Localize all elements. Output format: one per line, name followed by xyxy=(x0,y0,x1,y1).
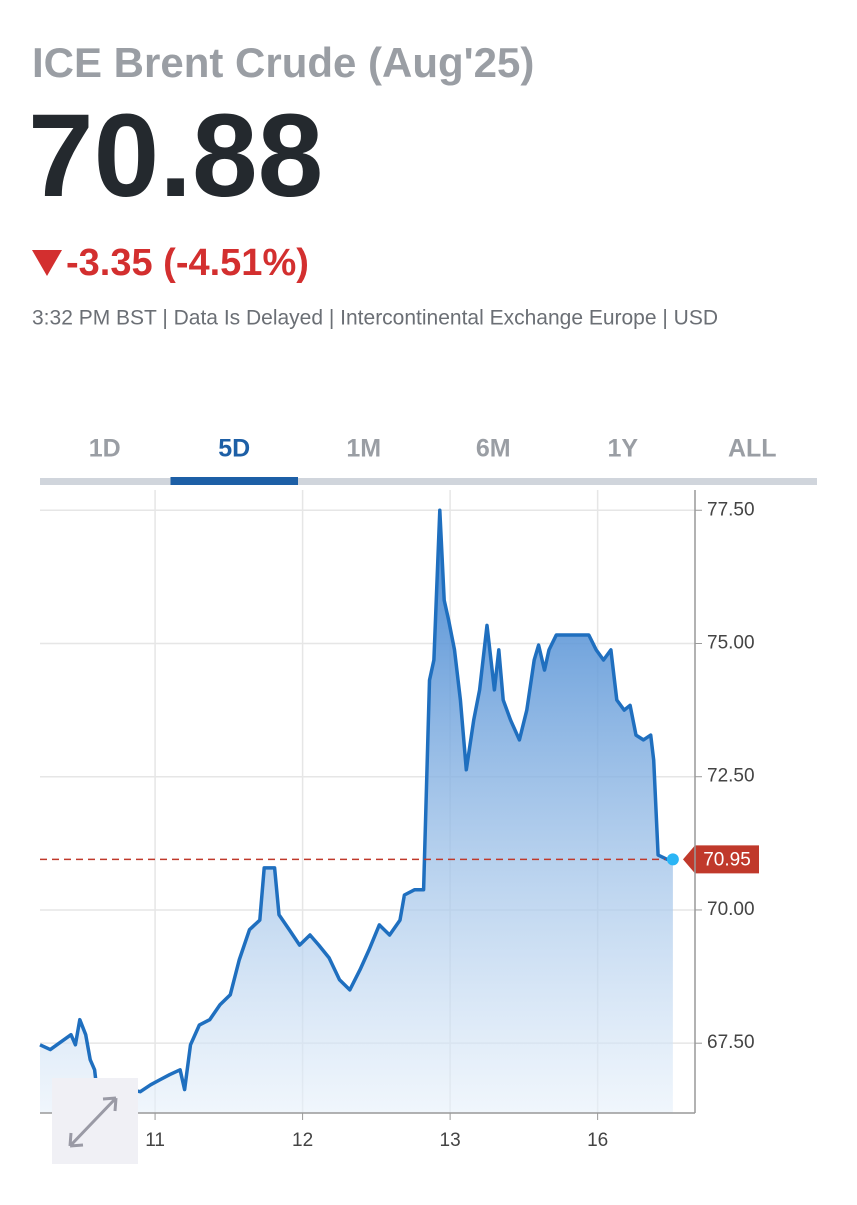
title: ICE Brent Crude (Aug'25) xyxy=(32,39,534,86)
tab[interactable]: 1Y xyxy=(607,435,638,463)
tab[interactable]: 6M xyxy=(476,435,511,463)
x-tick-label: 12 xyxy=(292,1130,313,1151)
y-tick-label: 75.00 xyxy=(707,633,755,654)
expand-icon[interactable] xyxy=(68,1096,118,1148)
line xyxy=(39,508,673,1097)
y-tick-label: 72.50 xyxy=(707,766,755,787)
y-tick-label: 67.50 xyxy=(707,1032,755,1053)
plot: 67.50 70.00 72.50 75.00 77.50 11 12 13 16 70.95 xyxy=(39,490,759,1151)
x-tick-label: 13 xyxy=(440,1130,461,1151)
down-arrow xyxy=(32,250,62,276)
info-line: 3:32 PM BST | Data Is Delayed | Intercon… xyxy=(32,307,718,330)
x-tick-label: 16 xyxy=(587,1130,608,1151)
expand-button[interactable] xyxy=(52,1078,138,1164)
price-tag-label: 70.95 xyxy=(703,849,751,870)
price-tag xyxy=(683,845,759,874)
tab[interactable]: 5D xyxy=(218,435,250,463)
x-tick-label: 11 xyxy=(145,1130,165,1151)
tabs: 1D 5D 1M 6M 1Y ALL xyxy=(89,435,777,485)
area xyxy=(40,510,673,1113)
tab-underline xyxy=(170,477,298,485)
change: -3.35 (-4.51%) xyxy=(66,242,309,284)
last-point xyxy=(666,853,679,866)
tab-track xyxy=(40,478,817,485)
price: 70.88 xyxy=(28,90,323,222)
tab[interactable]: 1M xyxy=(346,435,381,463)
tab[interactable]: 1D xyxy=(89,435,121,463)
tab[interactable]: ALL xyxy=(728,435,777,463)
y-tick-label: 77.50 xyxy=(707,499,755,520)
y-tick-label: 70.00 xyxy=(707,899,755,920)
